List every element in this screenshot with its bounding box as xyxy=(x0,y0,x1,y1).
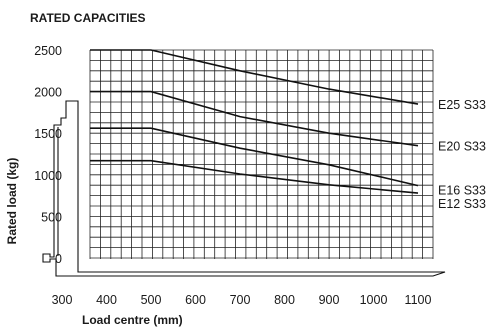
x-tick-label: 400 xyxy=(96,293,117,307)
y-tick-label: 1000 xyxy=(34,169,62,183)
x-tick-label: 500 xyxy=(141,293,162,307)
x-tick-label: 600 xyxy=(185,293,206,307)
x-axis-ticks: 300 400 500 600 700 800 900 1000 1100 xyxy=(52,293,432,307)
x-axis-label: Load centre (mm) xyxy=(82,313,183,327)
series-label-e20-s33: E20 S33 xyxy=(438,140,486,154)
fork-drawing xyxy=(42,100,446,277)
series-label-e25-s33: E25 S33 xyxy=(438,98,486,112)
series-line-e12-s33 xyxy=(90,159,419,194)
y-tick-label: 500 xyxy=(41,210,62,224)
y-axis-label: Rated load (kg) xyxy=(5,158,19,245)
chart-series xyxy=(90,49,419,194)
x-tick-label: 800 xyxy=(274,293,295,307)
x-tick-label: 900 xyxy=(319,293,340,307)
series-line-e25-s33 xyxy=(90,49,419,105)
chart-grid xyxy=(89,49,434,259)
series-line-e20-s33 xyxy=(90,90,419,147)
x-tick-label: 300 xyxy=(52,293,73,307)
x-tick-label: 700 xyxy=(230,293,251,307)
y-tick-label: 0 xyxy=(55,252,62,266)
chart-title: RATED CAPACITIES xyxy=(30,11,146,25)
y-tick-label: 2500 xyxy=(34,44,62,58)
y-axis-ticks: 0 500 1000 1500 2000 2500 xyxy=(34,44,62,266)
y-tick-label: 1500 xyxy=(34,127,62,141)
x-tick-label: 1000 xyxy=(360,293,388,307)
series-label-e16-s33: E16 S33 xyxy=(438,184,486,198)
y-tick-label: 2000 xyxy=(34,86,62,100)
series-label-e12-s33: E12 S33 xyxy=(438,197,486,211)
series-line-e16-s33 xyxy=(90,127,419,187)
x-tick-label: 1100 xyxy=(405,293,432,307)
